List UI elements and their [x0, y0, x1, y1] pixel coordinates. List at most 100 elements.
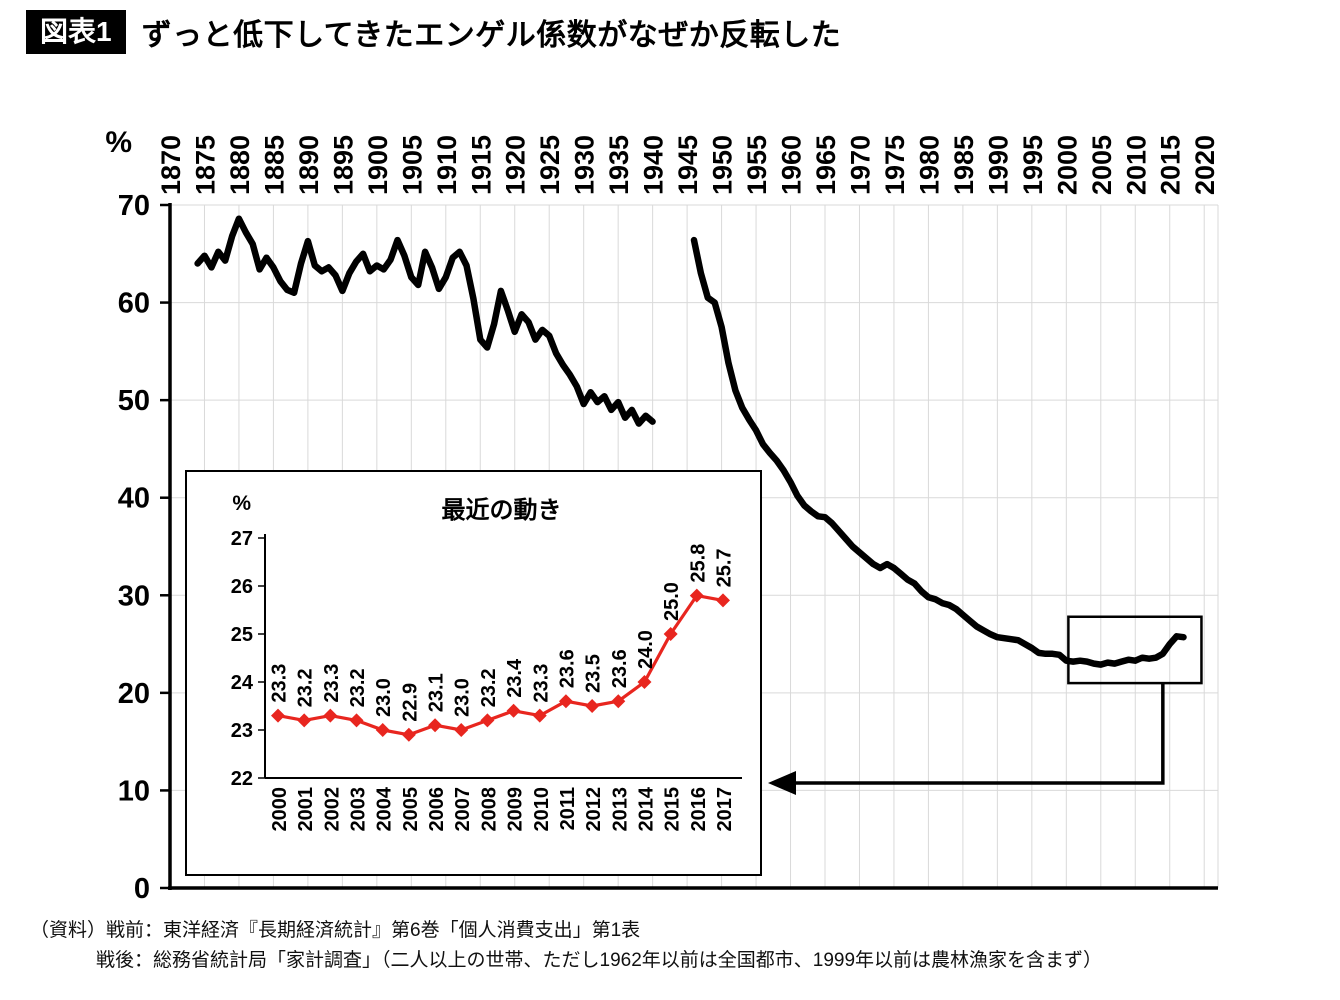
source-note: （資料）戦前：東洋経済『長期経済統計』第6巻「個人消費支出」第1表 戦後：総務省…: [30, 916, 1102, 977]
y-tick-label: 70: [118, 190, 150, 222]
diamond-marker-icon: [637, 675, 652, 689]
inset-y-tick-label: 22: [231, 768, 253, 790]
inset-data-label: 23.3: [321, 664, 343, 703]
x-tick-label: 2000: [1052, 135, 1082, 195]
x-tick-label: 1955: [742, 135, 772, 195]
x-tick-label: 1975: [880, 135, 910, 195]
x-tick-label: 1915: [466, 135, 496, 195]
y-tick-label: 0: [134, 873, 150, 905]
figure-title: ずっと低下してきたエンゲル係数がなぜか反転した: [141, 19, 842, 52]
x-tick-label: 1965: [811, 135, 841, 195]
y-tick-label: 10: [118, 775, 150, 807]
inset-data-label: 23.6: [609, 649, 631, 688]
x-tick-label: 1970: [845, 135, 875, 195]
postwar-line: [690, 236, 1187, 668]
x-tick-label: 2015: [1156, 135, 1186, 195]
x-tick-label: 1900: [363, 135, 393, 195]
inset-x-tick-label: 2002: [321, 787, 343, 832]
inset-x-tick-label: 2011: [557, 787, 579, 830]
diamond-marker-icon: [532, 708, 547, 723]
inset-data-label: 24.0: [635, 630, 657, 669]
diamond-marker-icon: [663, 627, 678, 641]
figure-number-badge: 図表1: [26, 10, 126, 54]
recent-trend-inset-panel: 22 23 24 25 26 27% 最近の動き 2000 2001 2002 2003 2004 20…: [185, 470, 762, 876]
x-tick-label: 1910: [432, 135, 462, 195]
diamond-marker-icon: [689, 588, 704, 603]
diamond-marker-icon: [611, 694, 626, 709]
inset-x-tick-label: 2000: [269, 787, 291, 832]
inset-data-label: 23.3: [530, 664, 552, 703]
x-tick-label: 1940: [639, 135, 669, 195]
diamond-marker-icon: [716, 593, 730, 608]
inset-x-tick-label: 2007: [452, 787, 474, 832]
diamond-marker-icon: [271, 708, 285, 723]
inset-y-tick-label: 26: [231, 576, 253, 598]
x-tick-label: 1890: [294, 135, 324, 195]
inset-data-label: 23.0: [373, 678, 395, 717]
x-tick-label: 1930: [570, 135, 600, 195]
y-tick-label: 30: [118, 580, 150, 612]
x-tick-label: 2010: [1121, 135, 1151, 195]
x-tick-label: 1995: [1018, 135, 1048, 195]
source-line-postwar: 戦後：総務省統計局「家計調査」（二人以上の世帯、ただし1962年以前は全国都市、…: [96, 950, 1103, 972]
inset-x-tick-label: 2006: [426, 787, 448, 832]
x-tick-label: 1880: [225, 135, 255, 195]
x-tick-label: 1990: [983, 135, 1013, 195]
inset-data-label: 23.6: [556, 649, 578, 688]
diamond-marker-icon: [323, 708, 338, 723]
inset-x-tick-label: 2008: [478, 787, 500, 832]
inset-data-label: 25.0: [661, 582, 683, 621]
x-tick-label: 1935: [604, 135, 634, 195]
inset-data-label: 23.2: [347, 668, 369, 707]
y-tick-label: 60: [118, 288, 150, 320]
x-tick-label: 1980: [914, 135, 944, 195]
diamond-marker-icon: [558, 694, 573, 709]
inset-data-label: 23.5: [583, 654, 605, 693]
diamond-marker-icon: [454, 723, 469, 737]
inset-title: 最近の動き: [442, 497, 562, 524]
inset-y-tick-label: 23: [231, 720, 253, 742]
x-tick-label: 1885: [259, 135, 289, 195]
x-tick-label: 1875: [190, 135, 220, 195]
prewar-line: [194, 215, 656, 427]
inset-x-tick-label: 2016: [688, 787, 710, 832]
arrow-line: [794, 683, 1165, 785]
figure-header: 図表1 ずっと低下してきたエンゲル係数がなぜか反転した: [26, 10, 841, 54]
x-tick-label: 1925: [535, 135, 565, 195]
inset-data-label: 22.9: [399, 683, 421, 722]
diamond-marker-icon: [428, 718, 443, 733]
inset-x-tick-label: 2001: [295, 787, 317, 832]
inset-y-axis-unit-label: %: [232, 492, 251, 515]
x-tick-label: 1960: [777, 135, 807, 195]
inset-x-tick-label: 2012: [583, 787, 605, 832]
inset-data-label: 23.2: [295, 668, 317, 707]
x-tick-label: 1950: [708, 135, 738, 195]
y-axis-unit-label: %: [105, 126, 132, 159]
inset-data-label: 23.4: [504, 658, 526, 698]
x-tick-label: 1945: [673, 135, 703, 195]
y-tick-label: 40: [118, 483, 150, 515]
x-tick-label: 2020: [1190, 135, 1220, 195]
inset-x-tick-label: 2005: [400, 787, 422, 832]
x-tick-label: 2005: [1087, 135, 1117, 195]
inset-data-label: 23.3: [269, 664, 291, 703]
arrow-head-icon: [768, 771, 796, 795]
inset-y-tick-label: 25: [231, 624, 253, 646]
inset-x-tick-label: 2017: [714, 787, 736, 832]
inset-x-tick-label: 2004: [374, 786, 396, 831]
y-tick-label: 50: [118, 385, 150, 417]
inset-y-tick-label: 27: [231, 528, 253, 550]
diamond-marker-icon: [506, 703, 521, 718]
inset-x-tick-label: 2015: [662, 787, 684, 832]
source-line-prewar: （資料）戦前：東洋経済『長期経済統計』第6巻「個人消費支出」第1表: [30, 920, 641, 941]
inset-data-label: 23.0: [452, 678, 474, 717]
inset-x-tick-label: 2013: [609, 787, 631, 832]
inset-x-tick-label: 2010: [531, 787, 553, 832]
x-tick-label: 1870: [156, 135, 186, 195]
x-tick-label: 1920: [501, 135, 531, 195]
inset-x-tick-label: 2009: [505, 787, 527, 832]
inset-data-label: 25.8: [687, 544, 709, 583]
diamond-marker-icon: [401, 727, 416, 742]
inset-y-tick-label: 24: [231, 672, 254, 694]
